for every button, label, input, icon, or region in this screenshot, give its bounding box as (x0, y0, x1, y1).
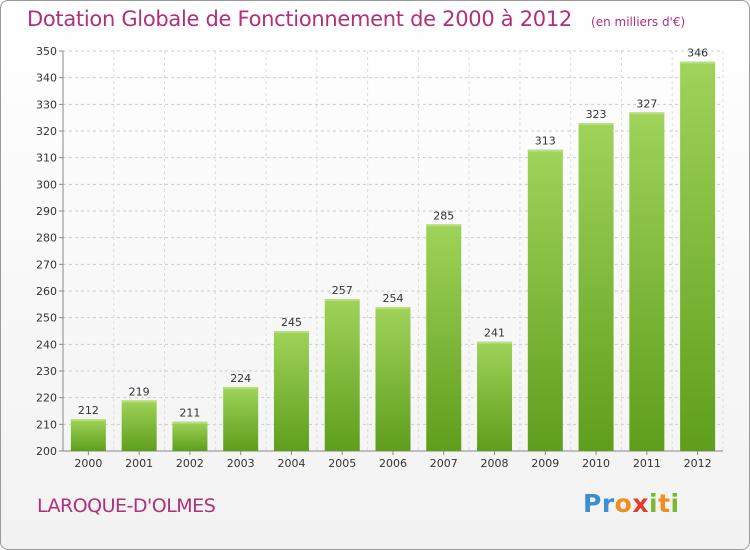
y-tick-label: 340 (36, 72, 57, 85)
bar-highlight (578, 123, 614, 125)
chart-title: Dotation Globale de Fonctionnement de 20… (27, 7, 572, 31)
title-row: Dotation Globale de Fonctionnement de 20… (27, 7, 685, 31)
logo-letter: i (670, 489, 680, 518)
y-tick-label: 240 (36, 338, 57, 351)
data-label-2007: 285 (433, 209, 454, 222)
data-label-2008: 241 (484, 327, 505, 340)
bar-2001 (121, 400, 157, 451)
data-label-2000: 212 (78, 404, 99, 417)
axis-layer: 200 210 220 230 240 250 260 270 280 290 300 310 320 3… (36, 45, 723, 470)
bar-2011 (629, 112, 665, 451)
y-tick-label: 310 (36, 152, 57, 165)
x-tick-label-2007: 2007 (430, 457, 458, 470)
bar-2006 (375, 307, 411, 451)
x-tick-label-2006: 2006 (379, 457, 407, 470)
y-tick-label: 210 (36, 418, 57, 431)
y-tick-label: 250 (36, 312, 57, 325)
y-tick-label: 330 (36, 98, 57, 111)
x-tick-label-2010: 2010 (582, 457, 610, 470)
y-tick-label: 200 (36, 445, 57, 458)
bar-highlight (121, 400, 157, 403)
bar-2005 (324, 299, 360, 451)
data-label-2011: 327 (636, 97, 657, 110)
proxiti-logo[interactable]: Proxiti (583, 489, 680, 518)
bar-2010 (578, 123, 614, 451)
bar-layer (70, 61, 716, 452)
logo-letter: r (601, 489, 615, 518)
data-label-2004: 245 (281, 316, 302, 329)
data-label-2006: 254 (383, 292, 404, 305)
bar-2012 (680, 61, 716, 452)
x-tick-label-2000: 2000 (74, 457, 102, 470)
bar-highlight (527, 149, 563, 152)
y-tick-label: 270 (36, 258, 57, 271)
x-tick-label-2001: 2001 (125, 457, 153, 470)
bar-2007 (426, 224, 462, 451)
data-label-2001: 219 (129, 385, 150, 398)
data-label-2012: 346 (687, 47, 708, 60)
x-tick-label-2012: 2012 (684, 457, 712, 470)
bar-2009 (527, 149, 563, 451)
logo-letter: x (632, 489, 649, 518)
bar-2002 (172, 421, 208, 451)
bar-highlight (70, 419, 106, 421)
bar-2003 (223, 387, 259, 451)
y-tick-label: 350 (36, 45, 57, 58)
bar-highlight (273, 331, 309, 333)
x-tick-label-2005: 2005 (328, 457, 356, 470)
logo-letter: P (583, 489, 602, 518)
bar-highlight (629, 112, 665, 115)
data-label-2002: 211 (179, 407, 200, 420)
commune-name: LAROQUE-D'OLMES (37, 495, 216, 517)
x-tick-label-2002: 2002 (176, 457, 204, 470)
bar-highlight (680, 61, 716, 64)
y-tick-label: 230 (36, 365, 57, 378)
data-label-2003: 224 (230, 372, 251, 385)
bar-highlight (324, 299, 360, 301)
x-tick-label-2009: 2009 (531, 457, 559, 470)
data-label-2005: 257 (332, 284, 353, 297)
bar-2004 (273, 331, 309, 451)
x-tick-label-2004: 2004 (277, 457, 305, 470)
bar-highlight (223, 387, 259, 389)
x-tick-label-2011: 2011 (633, 457, 661, 470)
y-tick-label: 300 (36, 178, 57, 191)
data-label-2010: 323 (586, 108, 607, 121)
y-tick-label: 290 (36, 205, 57, 218)
y-tick-label: 220 (36, 392, 57, 405)
logo-letter: o (614, 489, 633, 518)
y-tick-label: 320 (36, 125, 57, 138)
y-tick-label: 260 (36, 285, 57, 298)
x-tick-label-2003: 2003 (227, 457, 255, 470)
label-layer: 212 219 211 224 245 257 254 285 241 313 323 327 346 (78, 47, 708, 420)
bar-highlight (375, 307, 411, 309)
bar-highlight (426, 224, 462, 227)
bar-2008 (477, 341, 513, 451)
data-label-2009: 313 (535, 135, 556, 148)
unit-note: (en milliers d'€) (591, 15, 686, 29)
logo-letter: i (649, 489, 659, 518)
y-tick-label: 280 (36, 232, 57, 245)
logo-letter: t (658, 489, 671, 518)
x-tick-label-2008: 2008 (481, 457, 509, 470)
bar-highlight (477, 341, 513, 344)
bar-2000 (70, 419, 106, 451)
bar-highlight (172, 421, 208, 424)
